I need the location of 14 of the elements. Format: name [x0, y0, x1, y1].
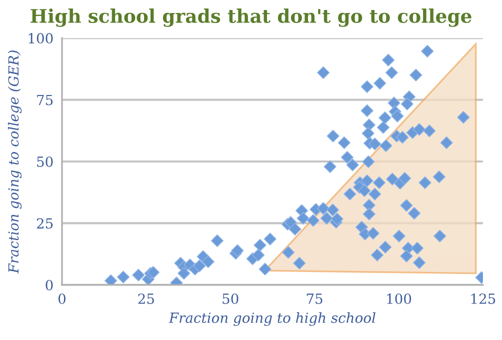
y-axis-title: Fraction going to college (GER) [8, 50, 22, 274]
y-tick-label: 75 [37, 94, 53, 106]
x-tick-label: 125 [471, 294, 496, 304]
y-tick-label: 25 [36, 218, 53, 229]
chart-title: High school grads that don't go to college [30, 8, 472, 27]
x-tick-label: 0 [58, 294, 66, 304]
y-tick-label: 100 [28, 33, 53, 44]
y-tick-label: 0 [46, 280, 53, 290]
x-tick-label: 75 [306, 294, 322, 304]
x-tick-label: 100 [387, 294, 412, 304]
y-tick-label: 50 [37, 156, 53, 167]
x-axis-title: Fraction going to high school [168, 312, 376, 326]
x-tick-label: 50 [222, 294, 238, 304]
x-tick-label: 25 [138, 294, 154, 304]
